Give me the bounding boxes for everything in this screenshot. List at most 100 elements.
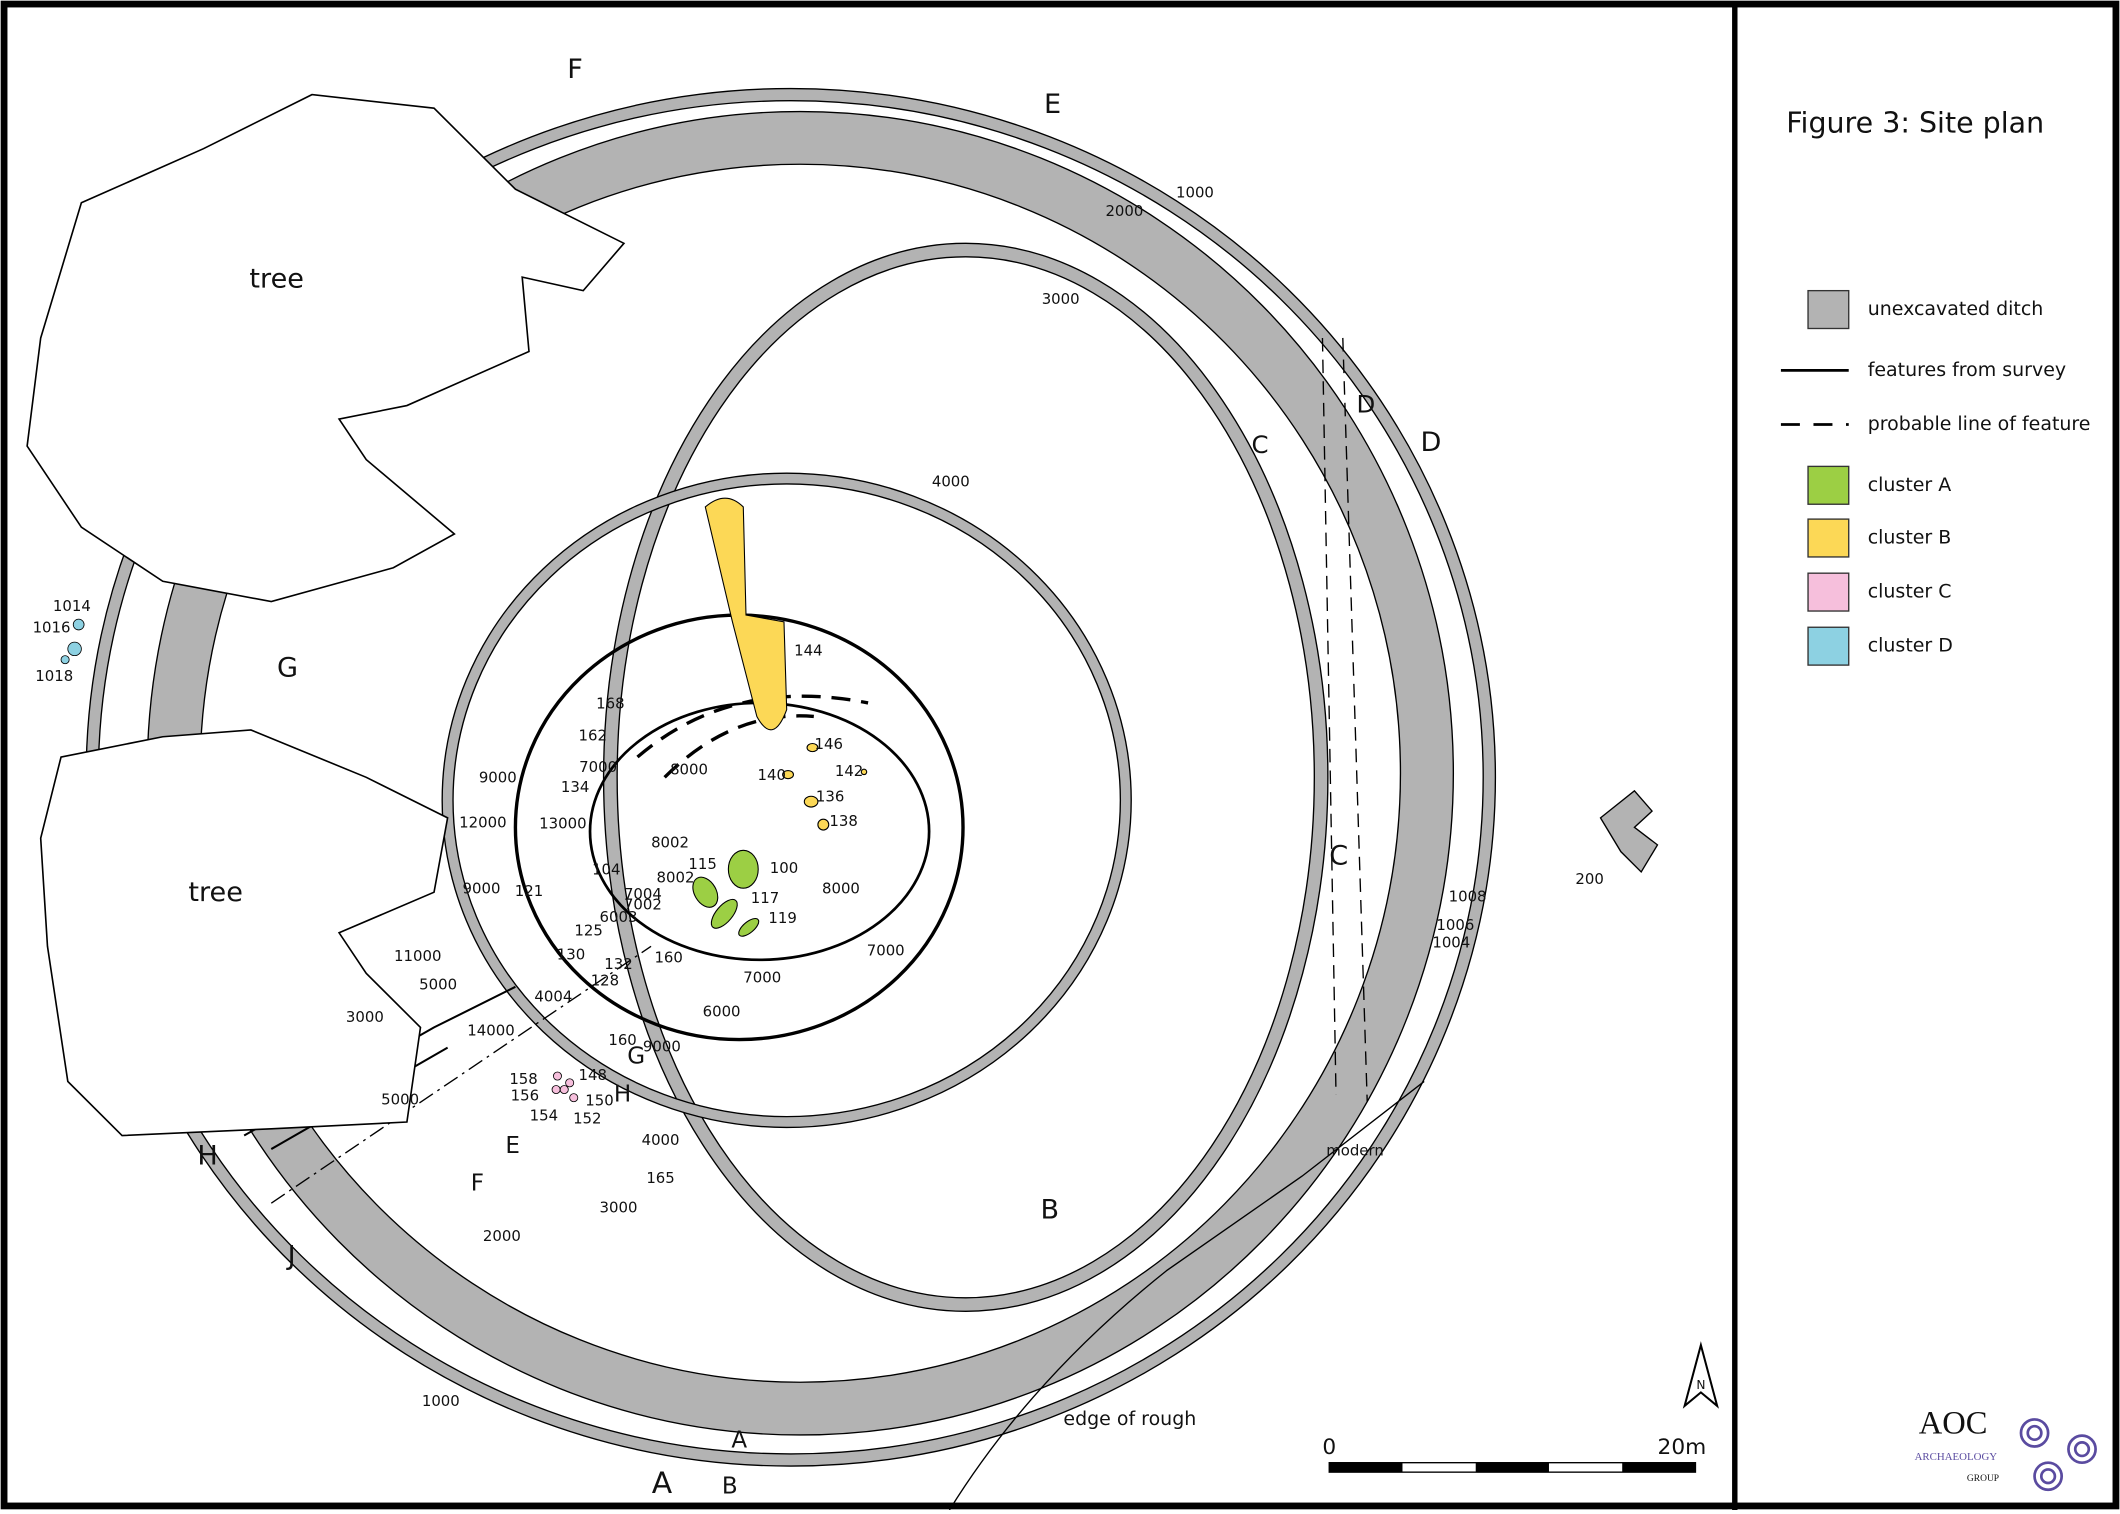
legend-swatch bbox=[1807, 289, 1850, 330]
legend-label: cluster A bbox=[1868, 474, 1952, 496]
map-label: tree bbox=[249, 263, 304, 294]
map-label: 152 bbox=[573, 1109, 601, 1127]
cluster-c-feature bbox=[565, 1078, 575, 1088]
map-label: H bbox=[197, 1141, 217, 1172]
map-label: 8000 bbox=[670, 761, 708, 779]
map-label: 1016 bbox=[33, 619, 71, 637]
map-label: B bbox=[722, 1474, 738, 1500]
map-label: 7000 bbox=[867, 942, 905, 960]
map-label: 5000 bbox=[419, 976, 457, 994]
map-label: 9000 bbox=[479, 769, 517, 787]
logo-spiral bbox=[2019, 1418, 2097, 1492]
map-label: C bbox=[1329, 841, 1348, 872]
cluster-a-feature bbox=[710, 898, 738, 929]
map-label: B bbox=[1041, 1195, 1060, 1226]
cluster-b-feature bbox=[782, 770, 795, 780]
map-label: 1000 bbox=[1176, 183, 1214, 201]
map-label: 160 bbox=[654, 948, 682, 966]
map-label: 136 bbox=[816, 788, 844, 806]
map-label: 7000 bbox=[579, 758, 617, 776]
cluster-d-feature bbox=[60, 655, 70, 665]
map-label: 1014 bbox=[53, 597, 91, 615]
legend-label: features from survey bbox=[1868, 359, 2066, 381]
map-label: 100 bbox=[770, 859, 798, 877]
map-label: 1006 bbox=[1436, 916, 1474, 934]
north-arrow bbox=[1682, 1341, 1719, 1409]
map-label: 12000 bbox=[459, 813, 506, 831]
map-label: J bbox=[286, 1241, 296, 1272]
map-label: A bbox=[731, 1428, 747, 1454]
legend-label: cluster C bbox=[1868, 581, 1952, 603]
map-label: 11000 bbox=[394, 947, 441, 965]
map-label: H bbox=[614, 1082, 631, 1108]
map-label: 13000 bbox=[539, 815, 586, 833]
map-label: 140 bbox=[758, 766, 786, 784]
cluster-b-feature bbox=[860, 768, 868, 776]
map-label: 4004 bbox=[534, 988, 572, 1006]
map-label: E bbox=[1044, 89, 1061, 120]
map-label: 125 bbox=[574, 921, 602, 939]
map-label: E bbox=[505, 1133, 520, 1159]
legend-swatch bbox=[1807, 626, 1850, 666]
map-label: 14000 bbox=[467, 1021, 514, 1039]
map-label: 8000 bbox=[822, 880, 860, 898]
north-label: N bbox=[1696, 1378, 1705, 1392]
map-label: 134 bbox=[561, 778, 589, 796]
map-label: 144 bbox=[794, 642, 822, 660]
map-label: 8002 bbox=[657, 869, 695, 887]
map-label: 1004 bbox=[1432, 934, 1470, 952]
map-label: 142 bbox=[835, 762, 863, 780]
map-label: G bbox=[627, 1044, 645, 1070]
map-label: F bbox=[567, 54, 583, 85]
map-label: 9000 bbox=[643, 1038, 681, 1056]
map-label: 154 bbox=[530, 1107, 558, 1125]
scale-bar bbox=[1328, 1462, 1697, 1473]
map-label: 2000 bbox=[483, 1227, 521, 1245]
legend-swatch bbox=[1807, 572, 1850, 612]
map-label: 148 bbox=[579, 1066, 607, 1084]
cluster-a-feature bbox=[727, 849, 759, 889]
map-label: 130 bbox=[557, 946, 585, 964]
logo-line1: ARCHAEOLOGY bbox=[1915, 1451, 1998, 1463]
map-label: 121 bbox=[515, 882, 543, 900]
map-label: 160 bbox=[608, 1031, 636, 1049]
legend-label: cluster D bbox=[1868, 635, 1953, 657]
scale-end: 20m bbox=[1658, 1435, 1707, 1460]
cluster-a-feature bbox=[738, 917, 760, 937]
map-label: 3000 bbox=[346, 1008, 384, 1026]
cluster-b-feature bbox=[704, 497, 788, 731]
logo-line2: GROUP bbox=[1967, 1474, 1999, 1484]
map-label: 165 bbox=[646, 1169, 674, 1187]
map-label: tree bbox=[188, 877, 243, 908]
map-label: A bbox=[652, 1466, 673, 1501]
map-label: 6003 bbox=[600, 908, 638, 926]
map-label: 7004 bbox=[624, 885, 662, 903]
map-label: 4000 bbox=[642, 1131, 680, 1149]
map-label: 200 bbox=[1575, 870, 1603, 888]
cluster-c-feature bbox=[552, 1071, 562, 1081]
map-label: 158 bbox=[509, 1070, 537, 1088]
legend-label: cluster B bbox=[1868, 527, 1952, 549]
map-label: 162 bbox=[579, 727, 607, 745]
map-label: 115 bbox=[688, 855, 716, 873]
map-drawing bbox=[26, 87, 1659, 1511]
map-label: 7000 bbox=[743, 969, 781, 987]
map-label: 104 bbox=[592, 861, 620, 879]
map-label: 119 bbox=[768, 909, 796, 927]
legend-swatch bbox=[1807, 465, 1850, 505]
cluster-b-feature bbox=[817, 818, 830, 831]
map-label: 6000 bbox=[703, 1003, 741, 1021]
map-label: 168 bbox=[596, 694, 624, 712]
map-label: 2000 bbox=[1105, 202, 1143, 220]
cluster-c-feature bbox=[559, 1085, 569, 1095]
map-label: 146 bbox=[815, 735, 843, 753]
map-label: modern bbox=[1326, 1142, 1384, 1160]
map-label: C bbox=[1252, 430, 1269, 459]
cluster-c-feature bbox=[569, 1093, 579, 1103]
legend-label: probable line of feature bbox=[1868, 413, 2091, 435]
map-label: D bbox=[1356, 390, 1375, 419]
map-label: D bbox=[1421, 427, 1442, 458]
figure-title: Figure 3: Site plan bbox=[1786, 106, 2044, 139]
logo-name: AOC bbox=[1919, 1406, 1988, 1442]
